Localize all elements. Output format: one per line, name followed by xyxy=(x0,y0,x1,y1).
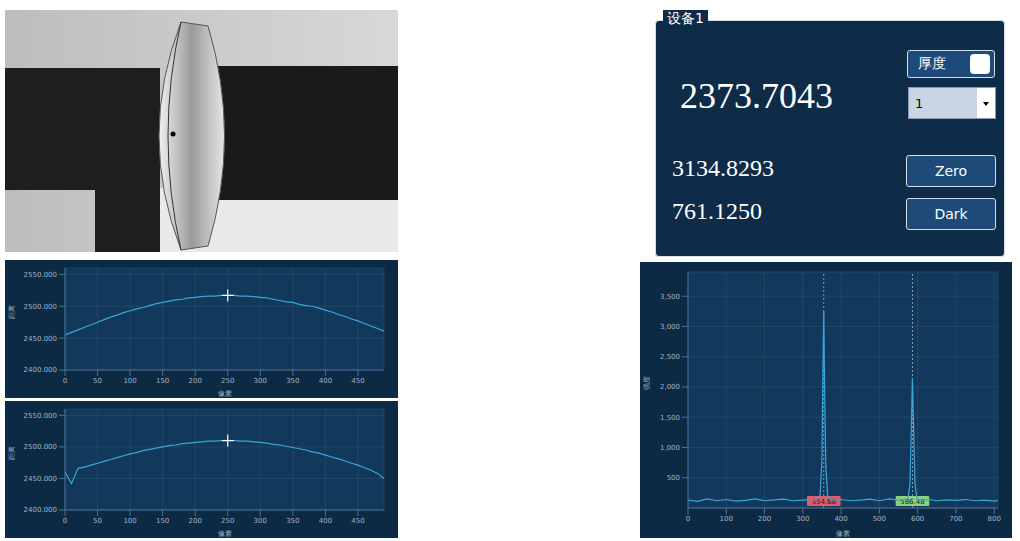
svg-text:强度: 强度 xyxy=(643,376,651,390)
svg-text:像素: 像素 xyxy=(836,530,850,538)
svg-text:150: 150 xyxy=(156,377,169,385)
svg-text:距离: 距离 xyxy=(8,446,16,460)
svg-text:800: 800 xyxy=(987,515,1000,523)
html-text:设备1: 设备1 xyxy=(667,10,704,26)
svg-text:2500.000: 2500.000 xyxy=(24,303,57,311)
svg-text:2,000: 2,000 xyxy=(660,383,680,391)
svg-text:100: 100 xyxy=(123,377,136,385)
svg-text:200: 200 xyxy=(189,377,202,385)
svg-text:3,500: 3,500 xyxy=(660,293,680,301)
svg-text:250: 250 xyxy=(221,377,234,385)
svg-text:距离: 距离 xyxy=(8,305,16,319)
svg-text:像素: 像素 xyxy=(218,390,232,398)
svg-text:50: 50 xyxy=(93,377,102,385)
svg-text:0: 0 xyxy=(63,377,67,385)
html-text:2373.7043: 2373.7043 xyxy=(680,76,833,116)
html-text:3134.8293: 3134.8293 xyxy=(672,155,774,181)
html-text:1: 1 xyxy=(915,95,924,111)
html-text:Zero: Zero xyxy=(934,163,968,179)
svg-text:450: 450 xyxy=(351,377,364,385)
svg-text:150: 150 xyxy=(156,517,169,525)
svg-text:300: 300 xyxy=(254,517,267,525)
svg-text:2,500: 2,500 xyxy=(660,353,680,361)
svg-text:2450.000: 2450.000 xyxy=(24,335,57,343)
html-text:Dark: Dark xyxy=(934,206,968,222)
svg-text:2400.000: 2400.000 xyxy=(24,506,57,514)
svg-text:2500.000: 2500.000 xyxy=(24,443,57,451)
svg-text:450: 450 xyxy=(351,517,364,525)
svg-text:250: 250 xyxy=(221,517,234,525)
svg-text:600: 600 xyxy=(911,515,924,523)
svg-text:350: 350 xyxy=(286,517,299,525)
svg-text:300: 300 xyxy=(796,515,809,523)
svg-text:200: 200 xyxy=(758,515,771,523)
svg-text:0: 0 xyxy=(63,517,67,525)
html-text:761.1250: 761.1250 xyxy=(672,198,762,224)
svg-text:500: 500 xyxy=(873,515,886,523)
svg-text:400: 400 xyxy=(319,517,332,525)
svg-text:0: 0 xyxy=(686,515,690,523)
svg-text:400: 400 xyxy=(319,377,332,385)
svg-text:3,000: 3,000 xyxy=(660,323,680,331)
svg-text:100: 100 xyxy=(123,517,136,525)
svg-text:像素: 像素 xyxy=(218,530,232,538)
svg-text:2550.000: 2550.000 xyxy=(24,412,57,420)
svg-text:350: 350 xyxy=(286,377,299,385)
svg-text:400: 400 xyxy=(834,515,847,523)
svg-text:50: 50 xyxy=(93,517,102,525)
svg-text:1,500: 1,500 xyxy=(660,414,680,422)
svg-text:1,000: 1,000 xyxy=(660,444,680,452)
svg-text:100: 100 xyxy=(720,515,733,523)
svg-text:2450.000: 2450.000 xyxy=(24,475,57,483)
svg-text:200: 200 xyxy=(189,517,202,525)
html-text:厚度: 厚度 xyxy=(918,55,946,71)
svg-text:2550.000: 2550.000 xyxy=(24,271,57,279)
svg-text:700: 700 xyxy=(949,515,962,523)
svg-text:300: 300 xyxy=(254,377,267,385)
svg-text:2400.000: 2400.000 xyxy=(24,366,57,374)
svg-text:500: 500 xyxy=(667,474,680,482)
svg-text:354.68: 354.68 xyxy=(811,498,836,506)
svg-text:586.48: 586.48 xyxy=(900,498,925,506)
